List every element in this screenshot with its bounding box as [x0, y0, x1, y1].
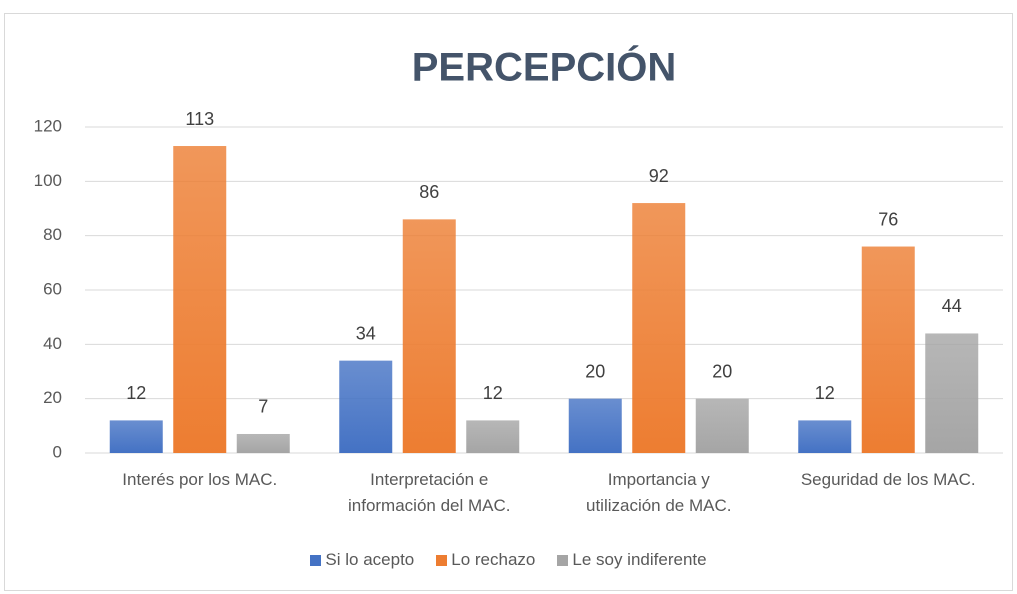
data-label: 7 [258, 397, 268, 417]
data-label: 76 [878, 209, 898, 229]
legend-swatch [436, 554, 448, 566]
legend-item: Lo rechazo [436, 550, 535, 570]
legend-item: Si lo acepto [310, 550, 414, 570]
y-tick-label: 120 [34, 116, 62, 135]
x-tick-label: Interpretación e información del MAC. [347, 470, 511, 515]
bar [339, 360, 393, 453]
y-tick-label: 60 [43, 279, 62, 298]
bar [925, 333, 979, 453]
y-tick-label: 20 [43, 388, 62, 407]
bar [632, 203, 686, 453]
data-label: 12 [126, 383, 146, 403]
chart-border [4, 13, 1013, 591]
x-tick-label: Interés por los MAC. [122, 470, 278, 489]
data-label: 20 [712, 361, 732, 381]
x-tick-label: Importancia y utilización de MAC. [585, 470, 732, 515]
bar [798, 420, 852, 453]
data-label: 86 [419, 182, 439, 202]
legend: Si lo acepto Lo rechazo Le soy indiferente [0, 550, 1017, 570]
bar [568, 398, 622, 453]
chart-title: PERCEPCIÓN [412, 44, 677, 90]
data-label: 34 [356, 323, 376, 343]
data-label: 12 [815, 383, 835, 403]
y-tick-label: 100 [34, 171, 62, 190]
bar [402, 219, 456, 453]
data-label: 113 [185, 109, 214, 129]
y-tick-label: 40 [43, 334, 62, 353]
legend-label: Le soy indiferente [572, 550, 707, 569]
legend-label: Si lo acepto [325, 550, 415, 569]
bar [109, 420, 163, 453]
y-tick-label: 80 [43, 225, 62, 244]
y-tick-label: 0 [53, 442, 62, 461]
data-label: 44 [942, 296, 962, 316]
legend-swatch [310, 554, 322, 566]
data-label: 20 [585, 361, 605, 381]
bar [695, 398, 749, 453]
legend-item: Le soy indiferente [557, 550, 707, 570]
data-label: 12 [483, 383, 503, 403]
data-label: 92 [649, 166, 669, 186]
bar [173, 146, 227, 453]
legend-swatch [557, 554, 569, 566]
bar [466, 420, 520, 453]
x-tick-label: Seguridad de los MAC. [800, 470, 976, 489]
legend-label: Lo rechazo [451, 550, 536, 569]
bar [236, 433, 290, 453]
bar [861, 246, 915, 453]
